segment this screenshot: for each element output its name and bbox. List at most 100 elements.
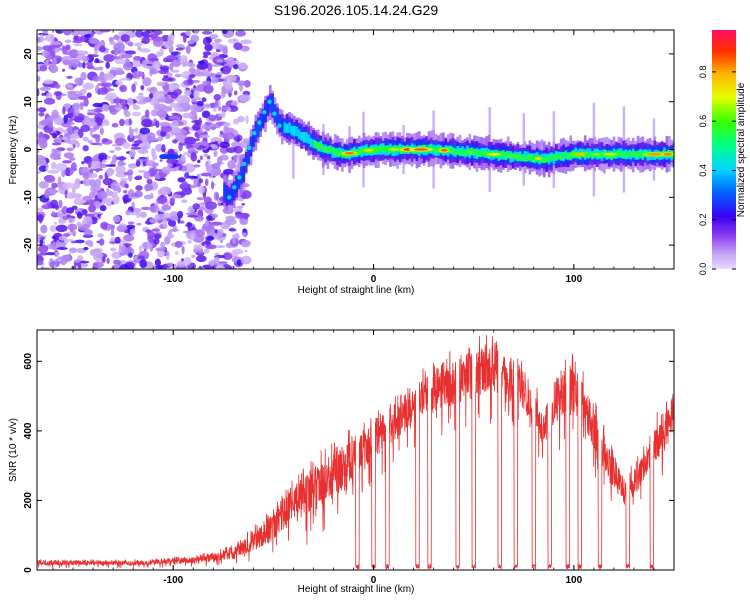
speckle	[221, 110, 226, 119]
speckle	[107, 224, 111, 232]
speckle	[63, 114, 68, 124]
speckle	[55, 163, 68, 172]
speckle	[131, 143, 140, 147]
speckle	[128, 149, 136, 158]
speckle	[236, 259, 242, 266]
speckle	[110, 95, 114, 105]
speckle	[162, 106, 173, 112]
ridge-cell	[563, 151, 567, 158]
ridge-cell	[232, 181, 236, 198]
snr-panel: -100 0 100 0 200 400 600 Height of straight li…	[8, 329, 675, 595]
speckle	[202, 51, 212, 56]
speckle	[224, 218, 237, 226]
speckle	[136, 222, 142, 226]
ridge-cell	[433, 147, 437, 154]
speckle	[54, 252, 60, 256]
speckle	[71, 265, 76, 269]
speckle	[195, 255, 207, 263]
speckle	[38, 165, 48, 172]
y-tick-label: 0	[23, 567, 34, 573]
speckle	[157, 136, 164, 142]
speckle	[223, 168, 235, 175]
ridge-dot	[227, 195, 232, 200]
speckle	[66, 207, 75, 214]
speckle	[146, 137, 158, 142]
speckle	[111, 123, 119, 128]
speckle	[49, 258, 53, 262]
speckle	[211, 163, 221, 169]
speckle	[203, 153, 209, 158]
ridge-cell	[621, 152, 624, 159]
ridge-cell	[522, 155, 526, 162]
speckle	[50, 199, 59, 208]
speckle	[88, 37, 99, 44]
speckle	[198, 117, 202, 127]
ridge-cell	[302, 131, 306, 143]
speckle	[174, 240, 183, 248]
speckle	[215, 264, 225, 269]
speckle	[102, 256, 106, 263]
speckle	[119, 177, 129, 181]
speckle	[183, 163, 196, 173]
speckle	[185, 45, 191, 54]
speckle	[187, 214, 199, 218]
speckle	[76, 53, 86, 61]
speckle	[113, 42, 125, 52]
speckle	[45, 166, 49, 171]
colorbar: 0.0 0.2 0.4 0.6 0.8 Normalized spectral ampl…	[698, 30, 747, 275]
speckle	[41, 92, 47, 96]
ridge-cell	[325, 147, 329, 153]
ridge-cell	[313, 140, 317, 148]
speckle	[166, 158, 178, 165]
snr-xlabel: Height of straight line (km)	[298, 584, 415, 595]
speckle	[37, 207, 44, 212]
speckle	[141, 206, 151, 211]
speckle	[137, 149, 149, 154]
speckle	[98, 152, 108, 161]
speckle	[159, 159, 163, 162]
speckle	[196, 197, 205, 201]
ridge-cell	[276, 111, 279, 125]
speckle	[161, 144, 166, 153]
speckle	[239, 94, 251, 102]
speckle	[83, 30, 93, 34]
speckle	[224, 252, 229, 256]
speckle	[99, 205, 107, 212]
speckle	[72, 102, 81, 111]
ridge-cell	[476, 150, 480, 157]
ridge-cell	[505, 150, 509, 158]
speckle	[61, 121, 71, 128]
speckle	[149, 192, 154, 198]
speckle	[78, 262, 82, 269]
speckle	[83, 34, 92, 38]
speckle	[88, 121, 98, 127]
ridge-cell	[356, 150, 360, 156]
speckle	[193, 89, 200, 99]
speckle	[177, 210, 184, 219]
ridge-cell	[235, 175, 238, 193]
speckle	[100, 221, 109, 230]
speckle	[89, 54, 99, 58]
speckle	[227, 38, 240, 44]
speckle	[70, 133, 80, 140]
speckle	[236, 135, 240, 143]
speckle	[150, 109, 159, 117]
speckle	[205, 201, 218, 210]
x-tick-label: -100	[163, 274, 183, 285]
speckle	[103, 72, 114, 81]
speckle	[170, 91, 179, 99]
speckle	[225, 127, 235, 133]
speckle	[66, 139, 79, 145]
speckle	[203, 103, 212, 109]
speckle	[119, 118, 125, 127]
speckle	[37, 46, 44, 50]
speckle	[132, 104, 141, 111]
speckle	[49, 63, 54, 71]
x-tick-label: 0	[371, 575, 377, 586]
speckle	[97, 142, 103, 146]
speckle	[199, 155, 203, 161]
speckle	[58, 199, 63, 209]
speckle	[212, 123, 222, 129]
speckle	[175, 44, 185, 48]
